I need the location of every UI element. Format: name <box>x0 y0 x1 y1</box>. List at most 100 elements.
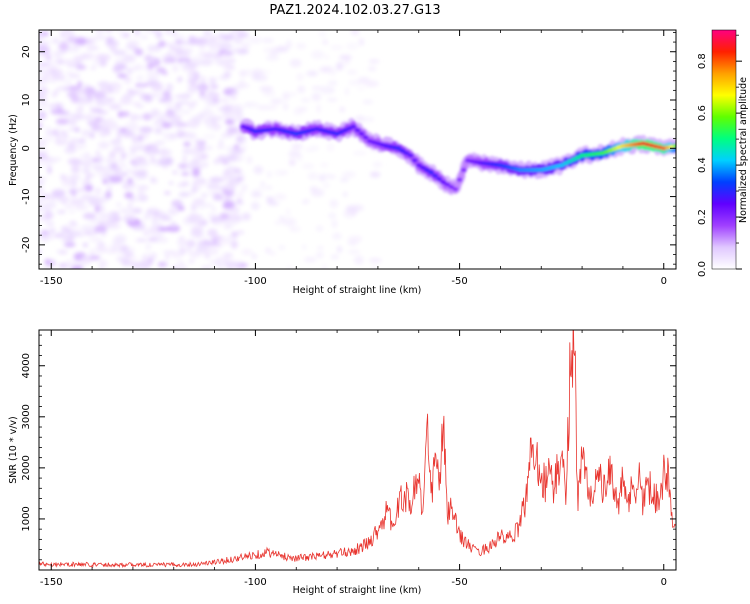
noise-blob <box>278 245 286 250</box>
noise-blob <box>182 147 194 155</box>
noise-blob <box>154 141 166 145</box>
noise-blob <box>167 105 173 110</box>
noise-blob <box>320 172 330 180</box>
noise-blob <box>170 221 177 229</box>
snr-y-tick-label: 1000 <box>21 506 32 531</box>
noise-blob <box>151 177 158 184</box>
noise-blob <box>287 264 292 269</box>
noise-blob <box>222 260 235 269</box>
noise-blob <box>64 80 72 85</box>
noise-blob <box>260 181 265 187</box>
noise-blob <box>309 145 320 151</box>
noise-blob <box>228 114 243 121</box>
noise-blob <box>207 90 216 98</box>
noise-blob <box>199 153 209 160</box>
noise-blob <box>67 230 82 238</box>
noise-blob <box>56 124 62 132</box>
noise-blob <box>274 193 287 200</box>
noise-blob <box>190 80 197 88</box>
noise-blob <box>137 134 143 143</box>
noise-blob <box>125 261 135 266</box>
signal-core <box>575 155 581 160</box>
noise-blob <box>139 82 144 92</box>
noise-blob <box>124 168 133 173</box>
noise-blob <box>223 169 235 179</box>
spectrogram-signal-layer <box>239 117 676 196</box>
signal-core <box>517 168 524 172</box>
noise-blob <box>145 243 151 251</box>
noise-blob <box>74 37 87 45</box>
noise-blob <box>65 223 79 230</box>
noise-blob <box>46 64 59 71</box>
noise-blob <box>207 228 218 237</box>
noise-blob <box>154 231 161 238</box>
noise-blob <box>77 144 88 148</box>
noise-blob <box>151 84 164 92</box>
noise-blob <box>339 106 345 113</box>
noise-blob <box>45 221 55 228</box>
noise-blob <box>259 70 272 74</box>
noise-blob <box>93 35 107 40</box>
noise-blob <box>226 126 237 135</box>
noise-blob <box>200 265 213 269</box>
noise-blob <box>262 91 276 96</box>
noise-blob <box>109 151 116 158</box>
noise-blob <box>211 58 220 63</box>
noise-blob <box>302 244 307 250</box>
noise-blob <box>82 86 96 96</box>
signal-core <box>415 163 422 168</box>
noise-blob <box>77 80 82 89</box>
noise-blob <box>65 204 73 209</box>
noise-blob <box>217 154 227 164</box>
noise-blob <box>213 221 224 226</box>
signal-core <box>452 187 459 192</box>
noise-blob <box>300 98 311 102</box>
noise-blob <box>144 30 150 33</box>
noise-blob <box>279 215 285 221</box>
noise-blob <box>69 199 84 207</box>
signal-core <box>399 148 406 153</box>
noise-blob <box>39 151 48 159</box>
noise-blob <box>228 210 238 217</box>
noise-blob <box>296 43 306 50</box>
noise-blob <box>73 55 83 63</box>
noise-blob <box>177 163 188 169</box>
noise-blob <box>155 31 163 39</box>
noise-blob <box>345 205 358 214</box>
noise-blob <box>94 225 107 233</box>
noise-blob <box>192 168 200 177</box>
noise-blob <box>223 252 234 259</box>
noise-blob <box>230 91 239 95</box>
noise-blob <box>336 62 343 71</box>
noise-blob <box>58 42 69 52</box>
noise-blob <box>135 238 148 242</box>
spectrogram-y-tick-label: 20 <box>21 45 32 58</box>
noise-blob <box>54 88 59 94</box>
noise-blob <box>253 165 264 175</box>
noise-blob <box>177 264 188 269</box>
noise-blob <box>202 52 215 59</box>
noise-blob <box>219 41 233 51</box>
noise-blob <box>230 240 238 249</box>
noise-blob <box>188 259 195 263</box>
noise-blob <box>156 227 171 232</box>
noise-blob <box>227 179 242 186</box>
noise-blob <box>132 225 146 231</box>
noise-blob <box>118 111 123 118</box>
noise-blob <box>269 104 278 110</box>
signal-core <box>419 165 426 170</box>
noise-blob <box>105 190 112 199</box>
noise-blob <box>342 192 348 197</box>
noise-blob <box>322 39 328 45</box>
noise-blob <box>39 140 47 148</box>
noise-blob <box>178 191 190 198</box>
spectrogram-x-tick-label: 0 <box>661 276 667 287</box>
noise-blob <box>79 99 84 107</box>
snr-x-tick-label: -50 <box>451 577 467 588</box>
noise-blob <box>154 47 161 52</box>
noise-blob <box>346 42 359 51</box>
noise-blob <box>357 86 365 92</box>
noise-blob <box>102 179 108 184</box>
